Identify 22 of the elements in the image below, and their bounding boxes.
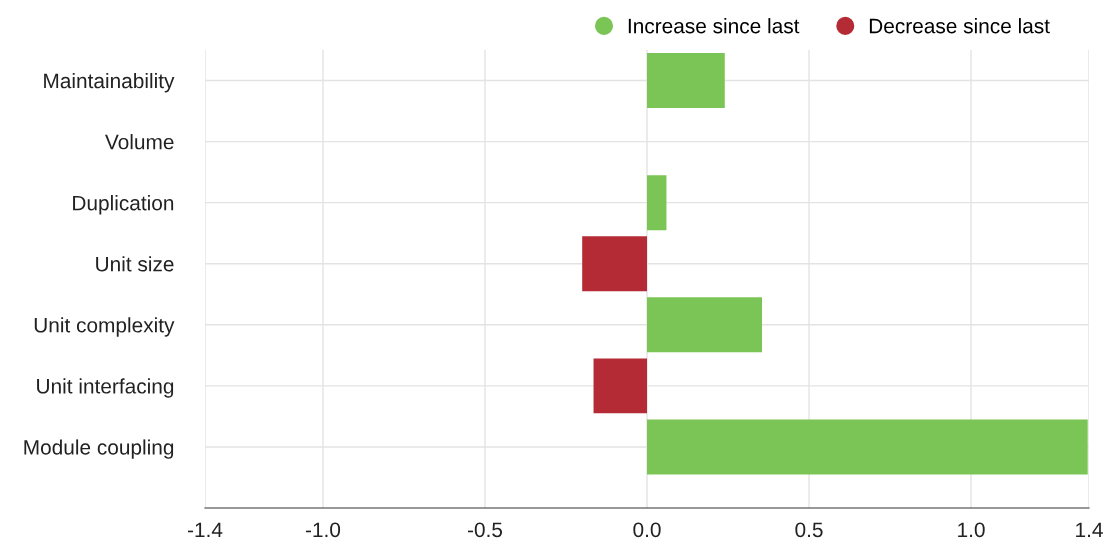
x-tick-label: -1.0 (305, 522, 341, 538)
y-tick-label: Unit size (96, 256, 174, 272)
bar (647, 419, 1088, 475)
y-tick-label: Maintainability (44, 72, 175, 93)
bar (593, 358, 647, 414)
x-tick-label: -1.4 (187, 522, 223, 537)
y-tick-label: Duplication (73, 195, 174, 215)
x-tick-label: 0.0 (633, 522, 661, 538)
y-tick-label: Module coupling (24, 439, 174, 459)
legend-label: Increase since last (628, 18, 800, 34)
x-tick-label: 1.0 (958, 522, 985, 538)
x-tick-label: 1.4 (1076, 522, 1103, 537)
x-tick-label: -0.5 (467, 522, 503, 538)
bar (647, 175, 667, 231)
bar (647, 297, 763, 353)
y-tick-label: Unit interfacing (37, 378, 174, 398)
y-tick-label: Volume (105, 134, 174, 150)
legend-label: Decrease since last (869, 18, 1050, 34)
bar (582, 236, 647, 292)
x-tick-label: 0.5 (795, 522, 823, 538)
bar (647, 53, 725, 109)
y-tick-label: Unit complexity (34, 317, 175, 337)
